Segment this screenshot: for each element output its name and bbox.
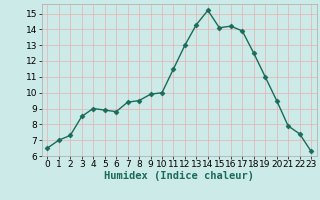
X-axis label: Humidex (Indice chaleur): Humidex (Indice chaleur) [104, 171, 254, 181]
